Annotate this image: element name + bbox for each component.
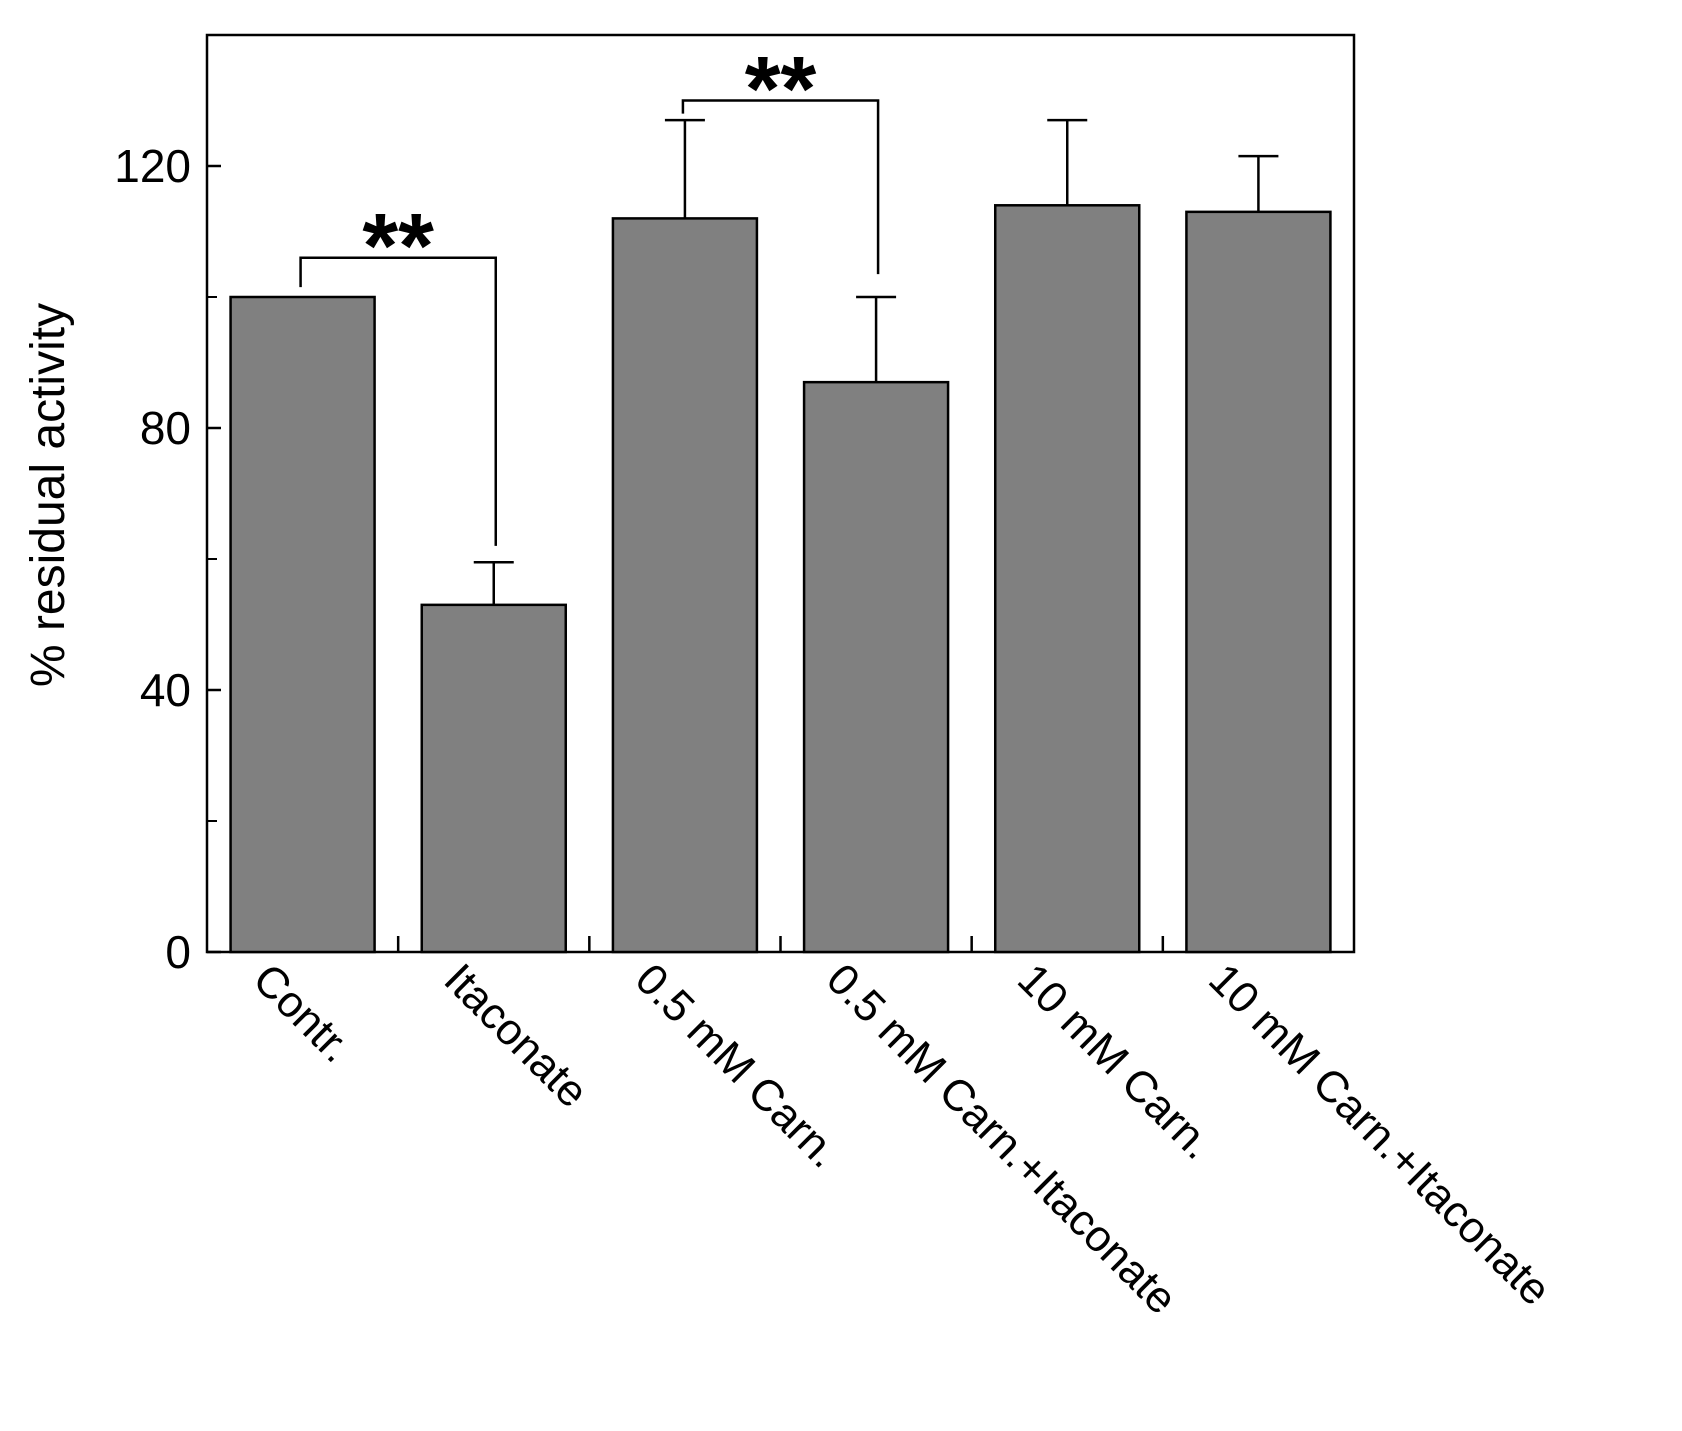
bar-5 (1185, 210, 1332, 954)
error-bars-group (473, 118, 1279, 605)
x-category-label-3: 0.5 mM Carn.+Itaconate (817, 954, 1186, 1323)
significance-brackets: ** ** (299, 39, 880, 546)
x-category-label-0: Contr. (244, 954, 362, 1072)
bars-group (229, 204, 1332, 954)
y-tick-label-0: 0 (165, 926, 191, 978)
bar-0 (229, 295, 376, 954)
y-axis-title: % residual activity (22, 303, 75, 687)
x-category-label-5: 10 mM Carn.+Itaconate (1199, 954, 1560, 1315)
bar-4 (994, 204, 1141, 954)
y-tick-label-120: 120 (114, 140, 191, 192)
y-tick-label-80: 80 (140, 402, 191, 454)
significance-bracket-0 (299, 256, 497, 546)
x-category-label-4: 10 mM Carn. (1008, 954, 1222, 1168)
bar-1 (420, 603, 567, 954)
x-axis: Contr. Itaconate 0.5 mM Carn.0.5 mM Carn.+… (244, 936, 1560, 1324)
y-tick-label-40: 40 (140, 664, 191, 716)
x-category-label-2: 0.5 mM Carn. (626, 954, 849, 1177)
significance-label-0: ** (362, 196, 434, 298)
significance-label-1: ** (745, 39, 817, 141)
plot-frame (205, 33, 1356, 954)
bar-2 (611, 217, 759, 954)
bar-3 (802, 380, 950, 954)
y-axis: 0 40 80 120 (114, 140, 221, 978)
x-category-label-1: Itaconate (435, 954, 598, 1117)
significance-bracket-1 (681, 99, 880, 275)
